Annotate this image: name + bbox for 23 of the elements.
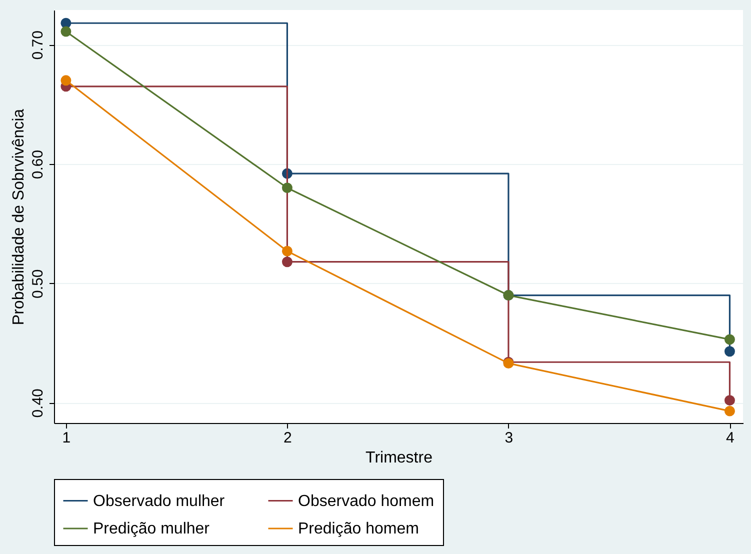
point (282, 256, 292, 268)
x-tick-label: 3 (504, 430, 514, 446)
y-tick-label: 0.50 (30, 269, 46, 298)
legend-label: Observado mulher (93, 492, 226, 510)
x-tick-label: 2 (284, 430, 292, 446)
legend-label: Predição homem (298, 520, 419, 538)
x-axis-title: Trimestre (366, 450, 433, 466)
point (282, 246, 292, 256)
legend-label: Observado homem (298, 492, 434, 510)
point (60, 75, 72, 86)
point (724, 395, 735, 406)
y-axis-title: Probabilidade de Sobrvivência (10, 108, 28, 326)
legend-label: Predição mulher (93, 520, 210, 538)
point (724, 406, 735, 416)
x-tick-label: 4 (726, 430, 734, 446)
point (724, 334, 735, 345)
point (724, 346, 735, 357)
point (60, 26, 72, 37)
y-tick-label: 0.60 (30, 150, 46, 180)
point (282, 182, 292, 194)
y-tick-label: 0.70 (30, 30, 46, 60)
y-tick-label: 0.40 (30, 388, 46, 418)
x-tick-label: 1 (62, 430, 71, 446)
